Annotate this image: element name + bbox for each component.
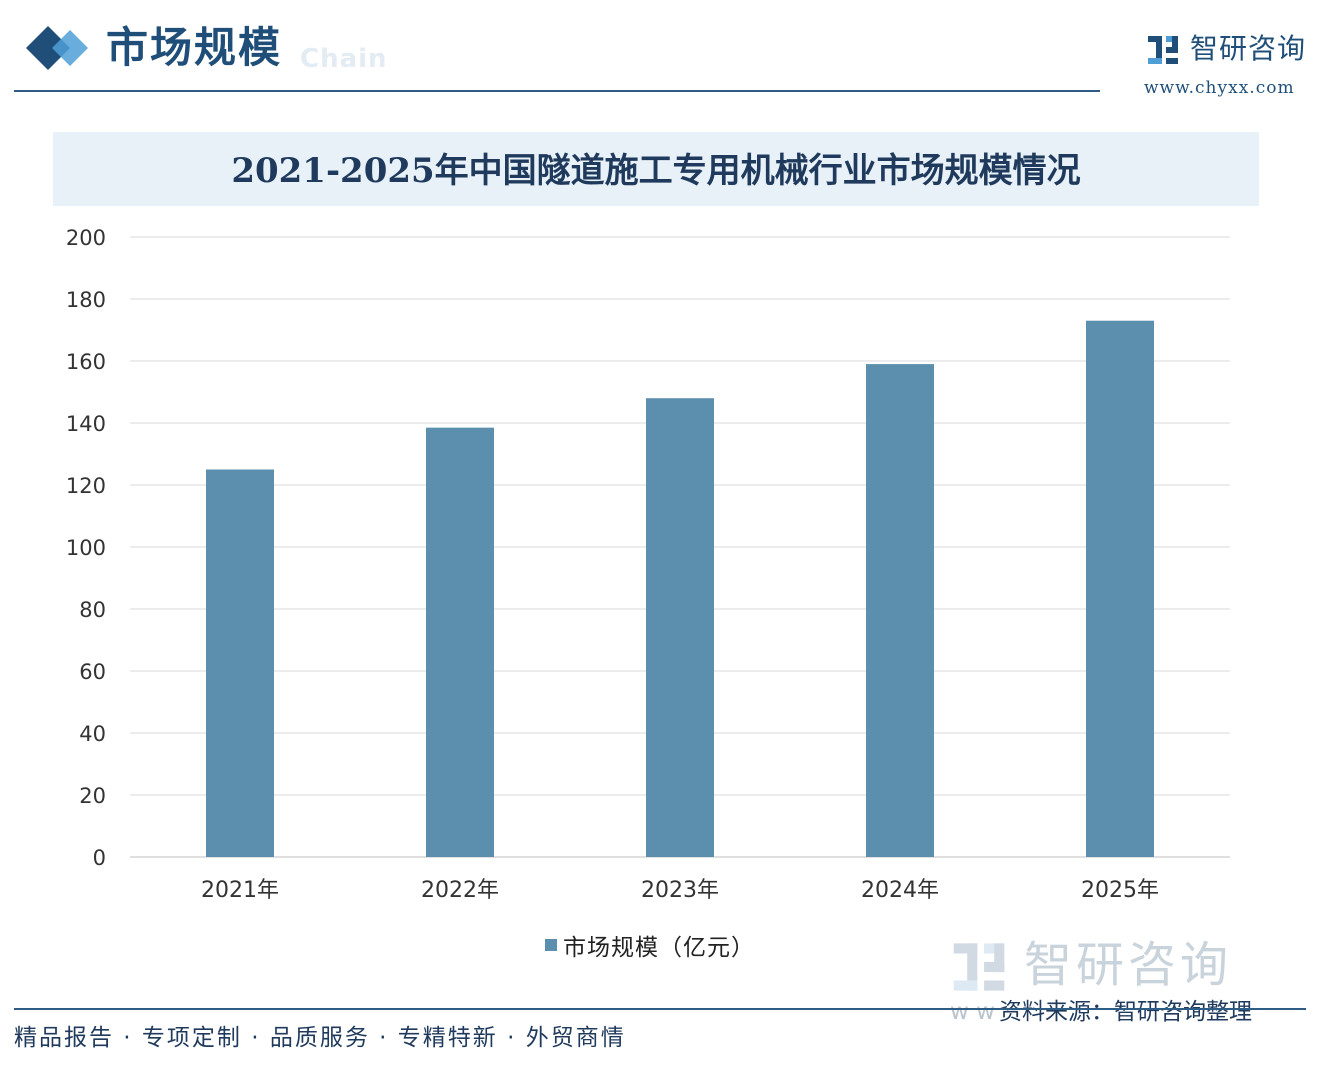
brand-name: 智研咨询 (1190, 32, 1307, 65)
watermark-text: 智研咨询 (1024, 937, 1233, 993)
y-tick-label: 200 (66, 226, 106, 250)
y-tick-label: 60 (79, 660, 106, 684)
bar (206, 469, 274, 857)
legend-swatch (545, 939, 557, 951)
y-axis-ticks: 0 20 40 60 80 100 120 140 160 180 200 (66, 226, 106, 870)
y-tick-label: 140 (66, 412, 106, 436)
chart-bars (206, 320, 1154, 857)
y-tick-label: 160 (66, 350, 106, 374)
header-divider (14, 90, 1100, 92)
chart-title: 2021-2025年中国隧道施工专用机械行业市场规模情况 (231, 151, 1081, 191)
y-tick-label: 120 (66, 474, 106, 498)
x-tick-label: 2025年 (1081, 878, 1159, 903)
bar (426, 427, 494, 857)
bar (866, 364, 934, 857)
y-tick-label: 40 (79, 722, 106, 746)
source-prefix: w w (950, 999, 995, 1025)
bar (646, 398, 714, 857)
watermark: 智研咨询 (950, 934, 1290, 1004)
legend-label: 市场规模（亿元） (563, 935, 755, 961)
source-note: w w 资料来源：智研咨询整理 (950, 996, 1252, 1028)
x-tick-label: 2021年 (201, 878, 279, 903)
source-text: 资料来源：智研咨询整理 (998, 999, 1252, 1025)
footer-divider (14, 1008, 1306, 1010)
brand-url: www.chyxx.com (1144, 78, 1295, 98)
section-subtitle: Chain (300, 44, 388, 74)
x-tick-label: 2022年 (421, 878, 499, 903)
x-tick-label: 2024年 (861, 878, 939, 903)
page-header: Chain 市场规模 智研咨询 www.chyxx.com (0, 0, 1320, 100)
y-tick-label: 100 (66, 536, 106, 560)
footer-slogan: 精品报告 · 专项定制 · 品质服务 · 专精特新 · 外贸商情 (14, 1025, 626, 1051)
bar (1086, 320, 1154, 857)
watermark-logo-icon (953, 943, 1005, 991)
section-title: 市场规模 (106, 23, 283, 72)
y-tick-label: 180 (66, 288, 106, 312)
chart-legend: 市场规模（亿元） (545, 928, 755, 962)
x-tick-label: 2023年 (641, 878, 719, 903)
x-axis-ticks: 2021年 2022年 2023年 2024年 2025年 (201, 878, 1159, 903)
y-tick-label: 20 (79, 784, 106, 808)
chart-title-band: 2021-2025年中国隧道施工专用机械行业市场规模情况 (53, 132, 1259, 206)
y-tick-label: 80 (79, 598, 106, 622)
zhiyan-logo-icon (1148, 36, 1178, 64)
y-tick-label: 0 (93, 846, 106, 870)
diamond-icon (26, 26, 88, 70)
